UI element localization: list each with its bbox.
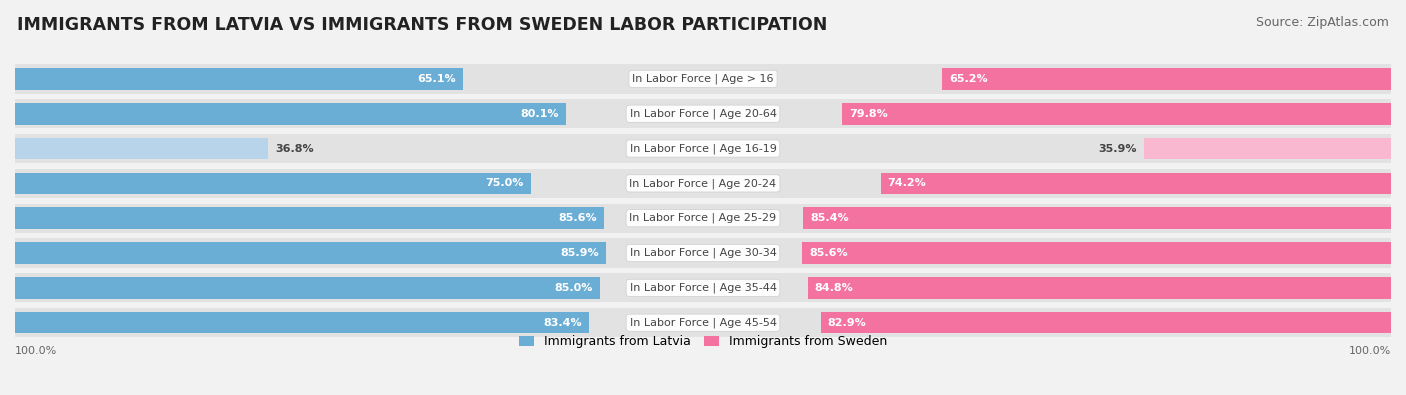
Bar (15, 277, 600, 299)
Text: In Labor Force | Age 20-64: In Labor Force | Age 20-64 (630, 109, 776, 119)
Bar (821, 312, 1391, 333)
Text: 85.4%: 85.4% (810, 213, 849, 223)
Bar (15, 308, 703, 337)
Bar (15, 239, 703, 268)
Text: In Labor Force | Age 35-44: In Labor Force | Age 35-44 (630, 282, 776, 293)
Bar (15, 312, 589, 333)
Text: 100.0%: 100.0% (1348, 346, 1391, 356)
Text: In Labor Force | Age 30-34: In Labor Force | Age 30-34 (630, 248, 776, 258)
Legend: Immigrants from Latvia, Immigrants from Sweden: Immigrants from Latvia, Immigrants from … (519, 335, 887, 348)
Text: In Labor Force | Age 16-19: In Labor Force | Age 16-19 (630, 143, 776, 154)
Text: 85.6%: 85.6% (808, 248, 848, 258)
Bar (15, 68, 463, 90)
Text: 36.8%: 36.8% (276, 143, 314, 154)
Text: 83.4%: 83.4% (543, 318, 582, 328)
Text: 79.8%: 79.8% (849, 109, 887, 119)
Bar (15, 207, 605, 229)
Text: 65.1%: 65.1% (418, 74, 456, 84)
Text: 85.6%: 85.6% (558, 213, 598, 223)
Bar (803, 207, 1391, 229)
Bar (703, 239, 1391, 268)
Text: IMMIGRANTS FROM LATVIA VS IMMIGRANTS FROM SWEDEN LABOR PARTICIPATION: IMMIGRANTS FROM LATVIA VS IMMIGRANTS FRO… (17, 16, 827, 34)
Text: Source: ZipAtlas.com: Source: ZipAtlas.com (1256, 16, 1389, 29)
Text: In Labor Force | Age 45-54: In Labor Force | Age 45-54 (630, 318, 776, 328)
Text: 35.9%: 35.9% (1098, 143, 1137, 154)
Bar (801, 242, 1391, 264)
Text: 82.9%: 82.9% (828, 318, 866, 328)
Bar (703, 134, 1391, 163)
Bar (15, 103, 567, 124)
Text: In Labor Force | Age 25-29: In Labor Force | Age 25-29 (630, 213, 776, 224)
Text: 65.2%: 65.2% (949, 74, 988, 84)
Bar (15, 173, 531, 194)
Text: 80.1%: 80.1% (520, 109, 560, 119)
Text: 75.0%: 75.0% (485, 179, 524, 188)
Bar (15, 203, 703, 233)
Text: In Labor Force | Age 20-24: In Labor Force | Age 20-24 (630, 178, 776, 189)
Bar (703, 273, 1391, 303)
Bar (807, 277, 1391, 299)
Bar (15, 134, 703, 163)
Text: 85.0%: 85.0% (554, 283, 593, 293)
Bar (1144, 138, 1391, 159)
Text: 100.0%: 100.0% (15, 346, 58, 356)
Bar (842, 103, 1391, 124)
Bar (703, 203, 1391, 233)
Bar (15, 242, 606, 264)
Bar (703, 308, 1391, 337)
Text: 84.8%: 84.8% (814, 283, 853, 293)
Bar (15, 138, 269, 159)
Bar (15, 99, 703, 128)
Text: In Labor Force | Age > 16: In Labor Force | Age > 16 (633, 73, 773, 84)
Bar (942, 68, 1391, 90)
Bar (15, 169, 703, 198)
Text: 74.2%: 74.2% (887, 179, 927, 188)
Bar (15, 64, 703, 94)
Text: 85.9%: 85.9% (561, 248, 599, 258)
Bar (703, 99, 1391, 128)
Bar (703, 169, 1391, 198)
Bar (703, 64, 1391, 94)
Bar (880, 173, 1391, 194)
Bar (15, 273, 703, 303)
